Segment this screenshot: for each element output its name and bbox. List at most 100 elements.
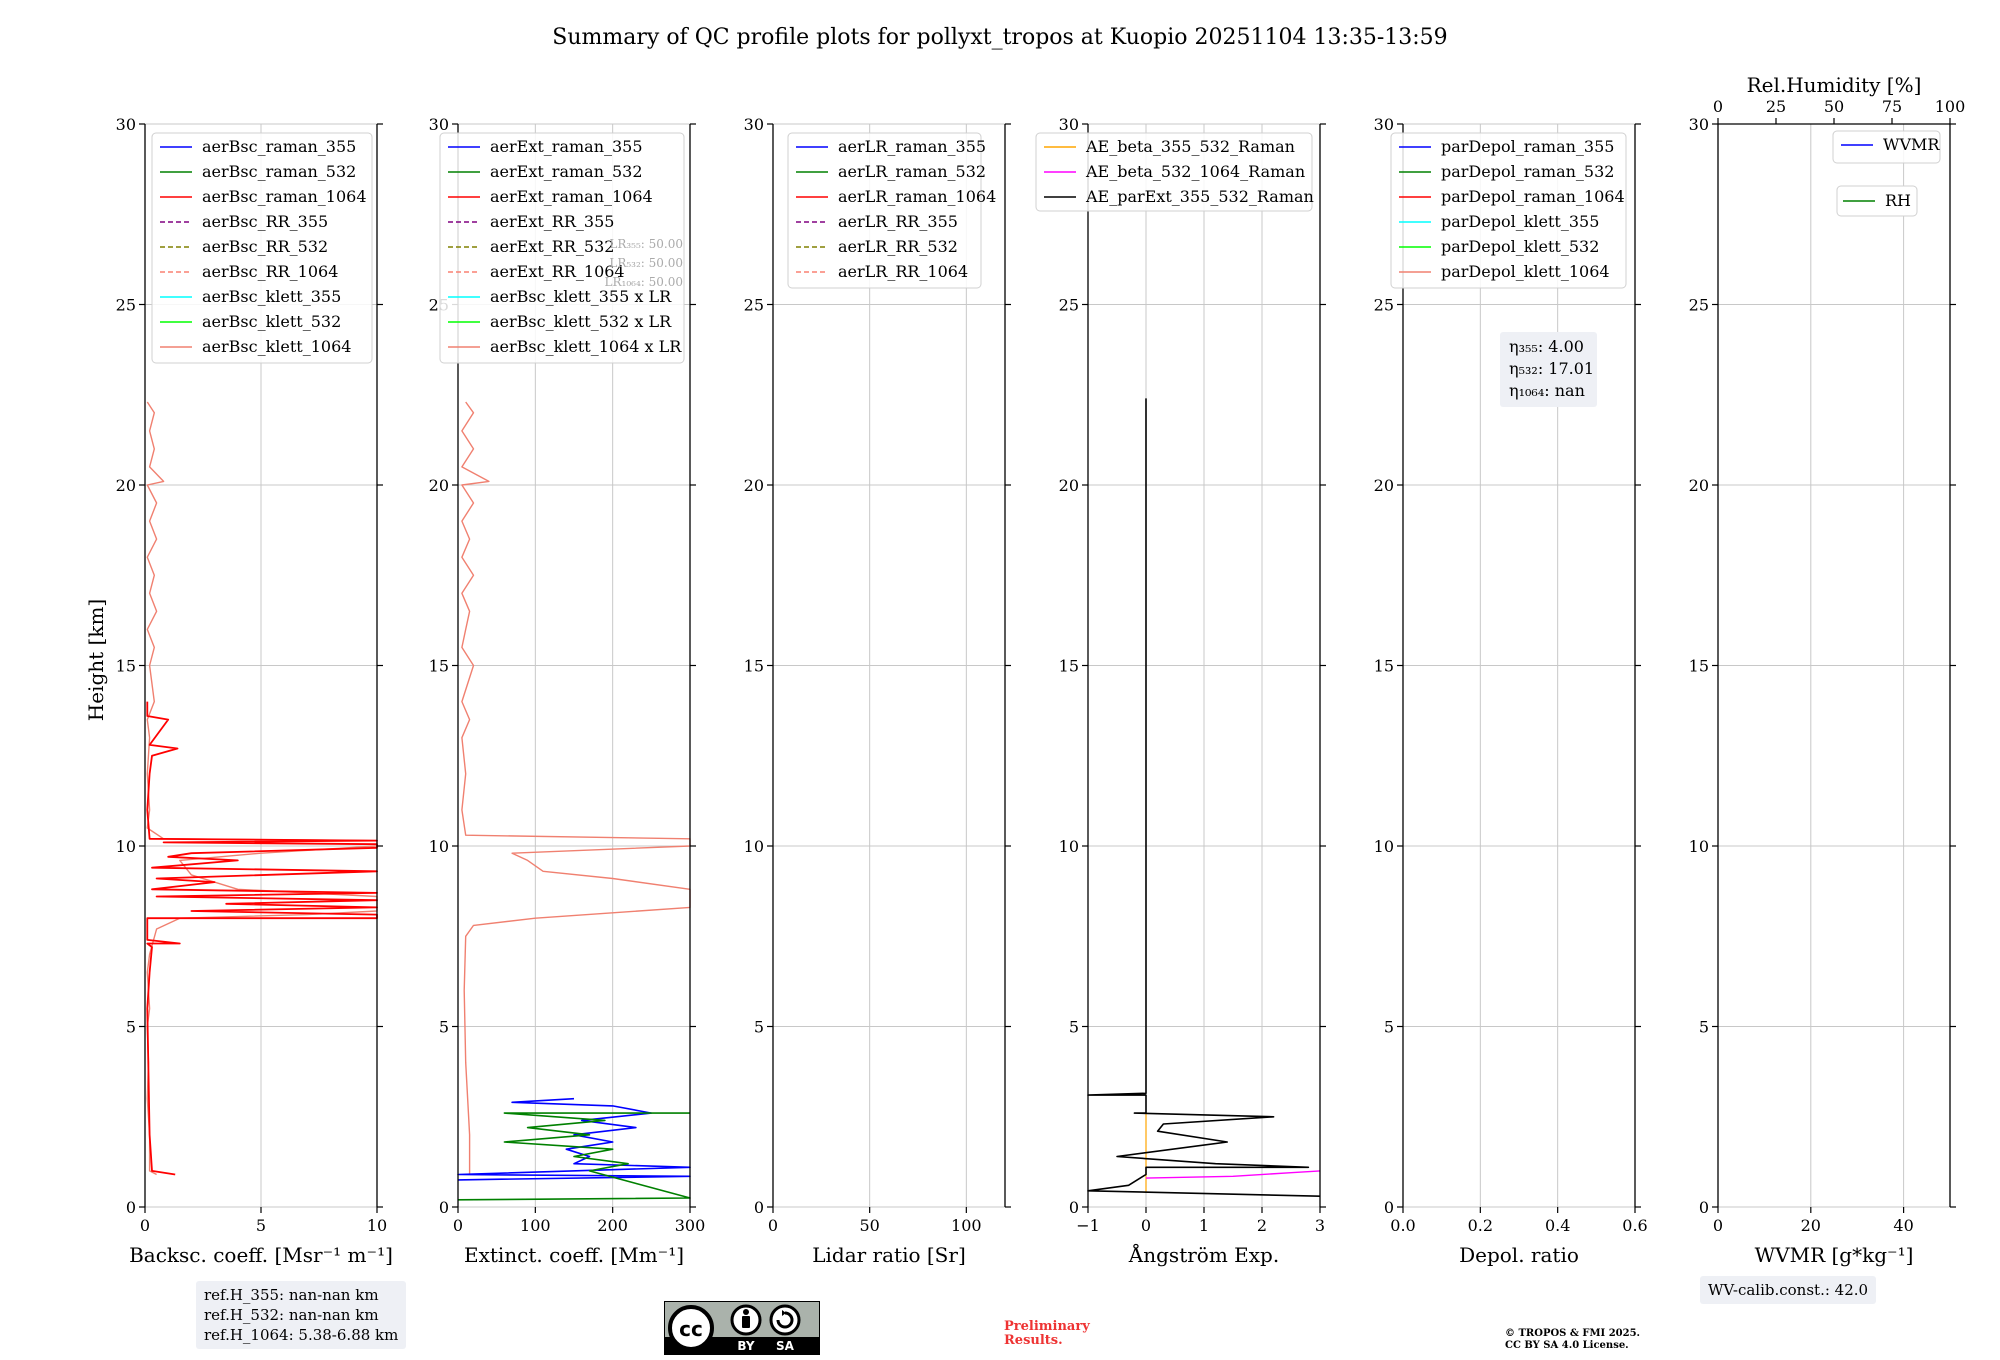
copyright-line-1: © TROPOS & FMI 2025. [1505, 1328, 1641, 1339]
legend-panel-3: aerLR_raman_355 aerLR_raman_532 aerLR_rama… [787, 132, 996, 289]
ytick-label: 5 [439, 1018, 449, 1037]
legend-frame [439, 132, 685, 364]
legend-label: aerBsc_RR_1064 [202, 262, 338, 281]
legend-panel-4: AE_beta_355_532_Raman AE_beta_532_1064_Ra… [1035, 132, 1314, 212]
legend-label: parDepol_klett_355 [1441, 212, 1599, 231]
top-xtick-label: 25 [1766, 97, 1786, 116]
ref-height-355: ref.H_355: nan-nan km [204, 1286, 379, 1304]
x-axis-label: Depol. ratio [1459, 1243, 1579, 1267]
xtick-label: 0 [1713, 1216, 1723, 1235]
top-xtick-label: 75 [1882, 97, 1902, 116]
eta-value: η₁₀₆₄: nan [1509, 381, 1585, 400]
ytick-label: 10 [116, 837, 136, 856]
ytick-label: 0 [1699, 1198, 1709, 1217]
legend-label: parDepol_klett_532 [1441, 237, 1599, 256]
xtick-label: 0.4 [1545, 1216, 1570, 1235]
figure-title: Summary of QC profile plots for pollyxt_… [552, 25, 1447, 50]
ref-height-532: ref.H_532: nan-nan km [204, 1306, 379, 1324]
ytick-label: 25 [1059, 296, 1079, 315]
ytick-label: 25 [1374, 296, 1394, 315]
preliminary-note: Preliminary Results. [1004, 1320, 1090, 1348]
copyright-line-2: CC BY SA 4.0 License. [1505, 1340, 1629, 1351]
ytick-label: 10 [744, 837, 764, 856]
legend-label: aerBsc_klett_1064 [202, 337, 351, 356]
legend-label: parDepol_raman_1064 [1441, 187, 1625, 206]
ytick-label: 30 [116, 115, 136, 134]
legend-label: aerBsc_klett_532 x LR [490, 312, 672, 331]
xtick-label: 0 [768, 1216, 778, 1235]
ytick-label: 30 [429, 115, 449, 134]
legend-label: aerExt_RR_532 [490, 237, 614, 256]
series-aerBsc_klett_1064 x LR [461, 401, 691, 1175]
xtick-label: 0.6 [1622, 1216, 1647, 1235]
legend-label: aerBsc_raman_355 [202, 137, 356, 156]
lr-annotation: LR₅₃₂: 50.00 [609, 256, 683, 270]
ytick-label: 5 [1699, 1018, 1709, 1037]
ytick-label: 15 [744, 657, 764, 676]
top-xtick-label: 0 [1713, 97, 1723, 116]
series-aerExt_raman_532 [457, 1112, 691, 1201]
ytick-label: 30 [1059, 115, 1079, 134]
legend-label: aerExt_raman_1064 [490, 187, 653, 206]
legend-label: aerExt_raman_532 [490, 162, 643, 181]
xtick-label: 0 [1141, 1216, 1151, 1235]
x-axis-label: WVMR [g*kg⁻¹] [1755, 1243, 1914, 1267]
series-AE_parExt_355_532_Raman [1087, 398, 1321, 1197]
ytick-label: 10 [1689, 837, 1709, 856]
ytick-label: 0 [1069, 1198, 1079, 1217]
ytick-label: 20 [744, 476, 764, 495]
ytick-label: 5 [1069, 1018, 1079, 1037]
legend-frame [1390, 132, 1627, 289]
xtick-label: 100 [520, 1216, 551, 1235]
legend-label: AE_beta_355_532_Raman [1085, 137, 1295, 156]
top-axis-label: Rel.Humidity [%] [1747, 73, 1922, 97]
eta-value: η₃₅₅: 4.00 [1509, 337, 1584, 356]
legend-frame [1035, 132, 1313, 212]
ytick-label: 25 [744, 296, 764, 315]
xtick-label: 2 [1257, 1216, 1267, 1235]
series-aerExt_raman_355 [457, 1097, 691, 1181]
ytick-label: 20 [1059, 476, 1079, 495]
xtick-label: 5 [256, 1216, 266, 1235]
legend-label: aerExt_raman_355 [490, 137, 643, 156]
copyright-note: © TROPOS & FMI 2025. CC BY SA 4.0 Licens… [1505, 1328, 1640, 1352]
legend-label: aerBsc_klett_1064 x LR [490, 337, 682, 356]
ytick-label: 15 [116, 657, 136, 676]
wv-calibration-box: WV-calib.const.: 42.0 [1700, 1276, 1877, 1304]
legend-label: AE_parExt_355_532_Raman [1085, 187, 1314, 206]
ytick-label: 0 [1384, 1198, 1394, 1217]
ytick-label: 20 [116, 476, 136, 495]
top-xtick-label: 100 [1935, 97, 1966, 116]
xtick-label: 100 [951, 1216, 982, 1235]
legend-label: aerBsc_klett_355 [202, 287, 341, 306]
legend2-frame [1836, 185, 1918, 217]
legend-frame [151, 132, 373, 364]
lr-annotation: LR₃₅₅: 50.00 [609, 237, 683, 251]
x-axis-label: Lidar ratio [Sr] [812, 1243, 966, 1267]
legend-label: aerLR_raman_532 [838, 162, 986, 181]
x-axis-label: Ångström Exp. [1128, 1242, 1279, 1267]
ytick-label: 30 [1374, 115, 1394, 134]
xtick-label: 40 [1893, 1216, 1913, 1235]
legend-label: WVMR [1883, 135, 1940, 154]
legend-frame [1832, 130, 1941, 164]
preliminary-line-2: Results. [1004, 1333, 1063, 1348]
ytick-label: 30 [744, 115, 764, 134]
ytick-label: 0 [126, 1198, 136, 1217]
ytick-label: 15 [429, 657, 449, 676]
legend-label: AE_beta_532_1064_Raman [1085, 162, 1305, 181]
eta-box [1500, 332, 1597, 407]
panel-3: 0 5 10 15 20 25 30 0 50 100 Lidar ratio [Sr] aerLR_… [744, 115, 1011, 1267]
reference-height-box: ref.H_355: nan-nan km ref.H_532: nan-nan… [196, 1281, 407, 1349]
panel-5: 0 5 10 15 20 25 30 0.0 0.2 0.4 0.6 Depol. ratio parD… [1374, 115, 1648, 1267]
ytick-label: 30 [1689, 115, 1709, 134]
ytick-label: 20 [429, 476, 449, 495]
ytick-label: 20 [1689, 476, 1709, 495]
x-axis-label: Extinct. coeff. [Mm⁻¹] [464, 1243, 684, 1267]
panel-1: 0 5 10 15 20 25 30 0 5 10 Backsc. coeff. [Msr⁻¹ m⁻… [116, 115, 393, 1267]
license-sa-label: SA [776, 1339, 795, 1353]
legend2-panel-6: RH [1836, 185, 1918, 217]
xtick-label: 3 [1315, 1216, 1325, 1235]
